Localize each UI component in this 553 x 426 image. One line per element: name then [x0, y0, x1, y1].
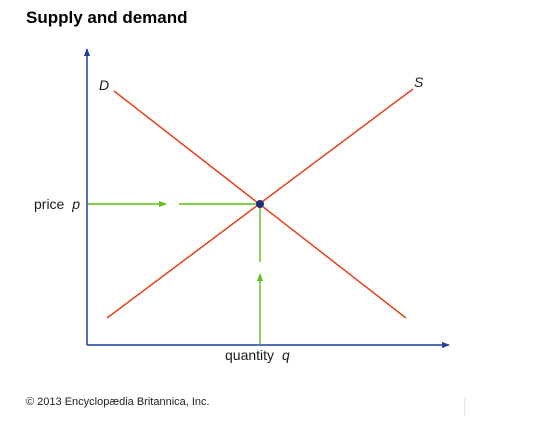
quantity-label: quantity q [225, 347, 290, 363]
price-label: price p [34, 196, 80, 212]
quantity-label-text: quantity [225, 347, 274, 363]
demand-label: D [99, 77, 109, 93]
price-label-text: price [34, 196, 65, 212]
supply-label: S [414, 74, 424, 90]
price-label-var: p [71, 196, 80, 212]
equilibrium-point [256, 200, 264, 208]
divider [464, 398, 465, 416]
diagram-title: Supply and demand [26, 8, 188, 27]
copyright-notice: © 2013 Encyclopædia Britannica, Inc. [26, 396, 210, 408]
quantity-label-var: q [282, 347, 290, 363]
